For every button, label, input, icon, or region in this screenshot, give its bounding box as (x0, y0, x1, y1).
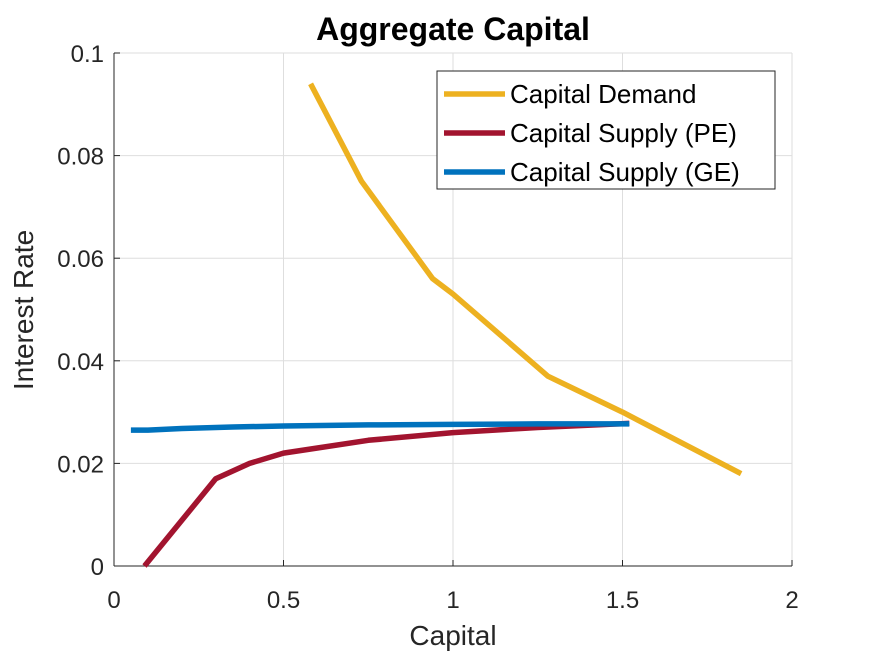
chart-title: Aggregate Capital (316, 11, 590, 47)
y-tick-label: 0.04 (57, 349, 104, 376)
y-tick-label: 0.06 (57, 246, 104, 273)
x-tick-label: 0 (107, 587, 120, 614)
axes: 0 0.5 1 1.5 2 0 0.02 0.04 0.06 0.08 0.1 (57, 41, 798, 614)
legend: Capital Demand Capital Supply (PE) Capital… (436, 70, 776, 190)
x-tick-label: 0.5 (267, 587, 300, 614)
legend-label: Capital Demand (510, 79, 696, 109)
x-tick-label: 1 (446, 587, 459, 614)
series-line-capital-supply-pe (142, 420, 630, 568)
x-tick-label: 1.5 (606, 587, 639, 614)
y-tick-label: 0.02 (57, 451, 104, 478)
series-line-capital-demand (308, 82, 743, 477)
legend-label: Capital Supply (PE) (510, 118, 737, 148)
y-tick-label: 0.08 (57, 144, 104, 171)
x-axis-label: Capital (409, 620, 496, 651)
series-layer (130, 82, 743, 568)
series-line-capital-supply-ge (130, 421, 630, 433)
y-tick-label: 0 (91, 554, 104, 581)
x-tick-label: 2 (785, 587, 798, 614)
y-tick-label: 0.1 (71, 41, 104, 68)
legend-label: Capital Supply (GE) (510, 157, 740, 187)
y-axis-label: Interest Rate (8, 230, 39, 390)
